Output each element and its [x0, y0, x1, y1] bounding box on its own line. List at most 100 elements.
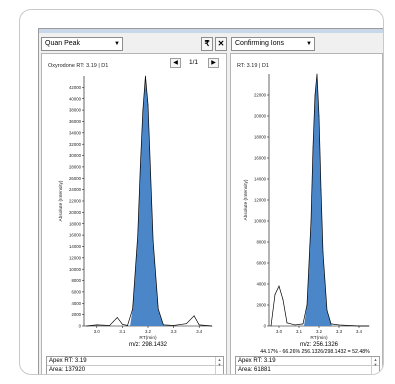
ion-ratio-label: 44.17% - 66.26% 256.1326/298.1432 = 52.4…: [260, 349, 370, 355]
data-point: [109, 325, 110, 326]
y-axis-label: Absolute (Intensity): [58, 180, 64, 221]
data-point: [302, 323, 304, 325]
x-tick-label: 3.2: [145, 329, 152, 334]
y-tick-label: 40000: [69, 96, 82, 101]
data-point: [306, 304, 308, 306]
data-point: [326, 309, 328, 311]
left-info-scrollbar[interactable]: ▲ ▼: [215, 357, 223, 374]
data-point: [163, 324, 164, 326]
y-tick-label: 30000: [69, 153, 82, 158]
right-apex-rt: Apex RT: 3.19: [236, 357, 379, 366]
y-tick-label: 26000: [69, 176, 82, 181]
y-tick-label: 12000: [254, 198, 267, 203]
y-tick-label: 38000: [69, 108, 82, 113]
x-tick-label: 3.4: [356, 329, 363, 334]
y-tick-label: 4000: [71, 301, 81, 306]
y-tick-label: 42000: [69, 85, 82, 90]
y-tick-label: 22000: [254, 93, 267, 98]
y-tick-label: 6000: [71, 290, 81, 295]
data-point: [122, 323, 123, 325]
right-view-select[interactable]: Confirming Ions ▼: [231, 37, 315, 51]
y-tick-label: 22000: [69, 199, 82, 204]
right-info-scrollbar[interactable]: ▲ ▼: [371, 357, 379, 374]
x-tick-label: 3.3: [336, 329, 343, 334]
data-point: [198, 324, 200, 326]
data-point: [186, 323, 187, 325]
x-tick-label: 3.1: [296, 329, 303, 334]
y-tick-label: 10000: [69, 267, 82, 272]
y-tick-label: 6000: [256, 261, 266, 266]
x-tick-label: 3.0: [276, 329, 283, 334]
mz-label: m/z: 256.1326: [300, 342, 339, 348]
left-chromatogram-chart[interactable]: 0 2000 4000 6000 8000 10000 12000 14000 16000 180…: [42, 54, 228, 354]
data-point: [116, 317, 118, 318]
data-point: [358, 325, 360, 327]
page-indicator: 1/1: [189, 59, 199, 66]
y-tick-label: 14000: [254, 177, 267, 182]
data-point: [132, 308, 133, 310]
y-tick-label: 16000: [69, 233, 82, 238]
y-tick-label: 18000: [69, 221, 82, 226]
peak-area-fill: [304, 74, 332, 326]
data-point: [278, 285, 280, 287]
data-point: [274, 294, 276, 295]
y-tick-label: 36000: [69, 119, 82, 124]
chevron-down-icon: ▼: [306, 41, 312, 47]
data-point: [316, 73, 318, 75]
data-point: [193, 315, 195, 317]
data-point: [318, 115, 320, 117]
x-tick-label: 3.0: [94, 329, 101, 334]
x-axis-label: RT(min): [139, 335, 157, 341]
data-point: [173, 325, 174, 326]
data-point: [330, 323, 332, 325]
y-tick-label: 0: [79, 324, 82, 329]
left-peak-info-box: Apex RT: 3.19 Area: 137920 ▲ ▼: [46, 356, 224, 374]
right-chromatogram-chart[interactable]: 0 2000 4000 6000 8000 10000 12000 14000 16000 180…: [231, 54, 384, 355]
right-chromatogram-panel: RT: 3.19 | D1 0 2000 4000 6000 8000 10000 1200…: [230, 53, 384, 374]
data-point: [157, 308, 159, 310]
close-icon[interactable]: ✕: [215, 37, 227, 51]
window-title-strip: [39, 29, 383, 33]
y-tick-label: 8000: [256, 240, 266, 245]
data-point: [127, 325, 128, 326]
data-point: [137, 234, 139, 236]
right-view-select-value: Confirming Ions: [235, 40, 285, 47]
x-tick-label: 3.2: [316, 329, 323, 334]
y-tick-label: 12000: [69, 255, 82, 260]
x-axis-label: RT(min): [310, 335, 328, 341]
data-point: [86, 325, 87, 327]
data-point: [312, 147, 314, 148]
x-tick-label: 3.1: [119, 329, 126, 334]
y-tick-label: 2000: [256, 303, 266, 308]
left-apex-rt: Apex RT: 3.19: [47, 357, 223, 366]
y-tick-label: 24000: [69, 187, 82, 192]
left-view-select-value: Quan Peak: [45, 40, 81, 47]
data-point: [147, 104, 149, 105]
data-point: [310, 220, 312, 222]
left-view-select[interactable]: Quan Peak ▼: [41, 37, 123, 51]
next-page-button[interactable]: ▶: [208, 58, 219, 68]
data-point: [294, 324, 296, 326]
data-point: [211, 325, 213, 327]
y-axis-label: Absolute (Intensity): [243, 179, 249, 220]
filter-icon[interactable]: ₹: [201, 37, 213, 51]
data-point: [96, 324, 98, 326]
data-point: [286, 322, 288, 324]
data-point: [145, 75, 146, 77]
data-point: [139, 166, 141, 168]
data-point: [282, 299, 284, 301]
y-tick-label: 34000: [69, 130, 82, 135]
mz-label: m/z: 298.1432: [129, 342, 168, 348]
y-tick-label: 8000: [71, 278, 81, 283]
left-area: Area: 137920: [49, 367, 86, 373]
y-tick-label: 20000: [254, 114, 267, 119]
chromatogram-trace: [270, 73, 369, 327]
y-tick-label: 16000: [254, 156, 267, 161]
y-tick-label: 20000: [69, 210, 82, 215]
y-tick-label: 0: [264, 324, 267, 329]
chevron-down-icon: ▼: [114, 41, 120, 47]
data-point: [368, 325, 370, 327]
left-panel-title: Oxyrodone RT: 3.19 | D1: [48, 63, 109, 69]
prev-page-button[interactable]: ◀: [170, 58, 181, 68]
data-point: [338, 324, 340, 326]
